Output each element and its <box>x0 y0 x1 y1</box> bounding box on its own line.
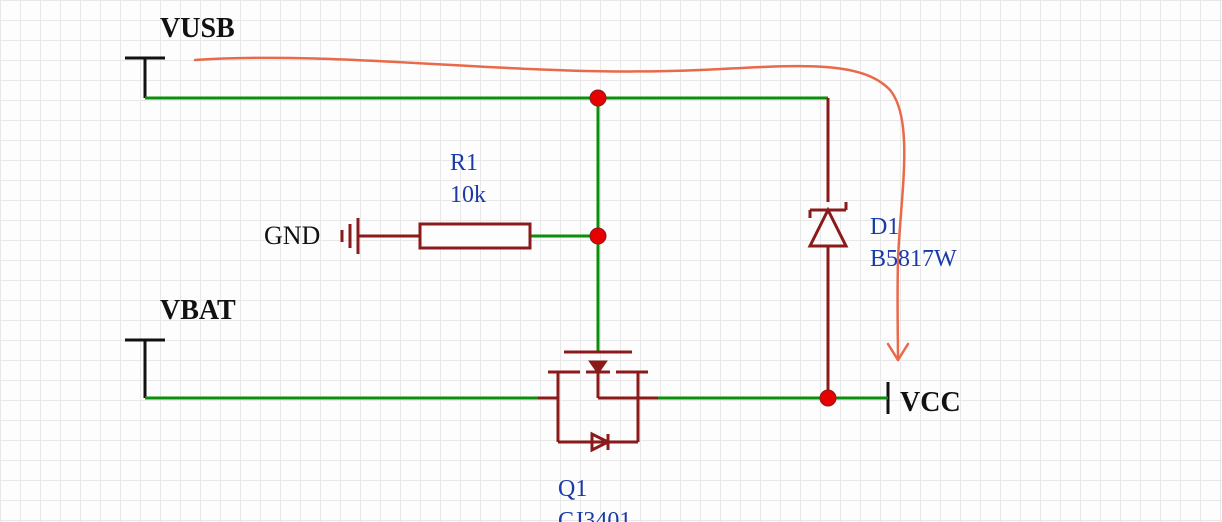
net-label-vusb: VUSB <box>160 13 235 45</box>
schematic-canvas: VUSB VBAT VCC GND R1 10k D1 B5817W Q1 CJ… <box>0 0 1222 522</box>
annotation-path <box>195 58 904 360</box>
junction <box>590 90 606 106</box>
resistor-r1 <box>420 224 530 248</box>
q1-value: CJ3401 <box>558 508 631 522</box>
net-label-vbat: VBAT <box>160 295 236 327</box>
r1-ref: R1 <box>450 150 478 177</box>
schematic-svg <box>0 0 1222 522</box>
junction <box>820 390 836 406</box>
d1-value: B5817W <box>870 246 957 273</box>
r1-value: 10k <box>450 182 486 209</box>
q1-ref: Q1 <box>558 476 587 503</box>
net-label-vcc: VCC <box>900 387 961 419</box>
junction <box>590 228 606 244</box>
net-label-gnd: GND <box>264 221 320 251</box>
d1-ref: D1 <box>870 214 899 241</box>
